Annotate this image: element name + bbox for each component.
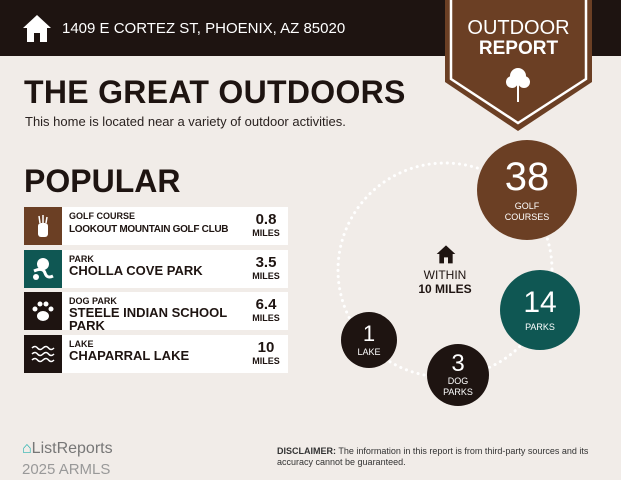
home-icon (23, 15, 51, 42)
parks-label: PARKS (525, 321, 555, 332)
golf-label2: COURSES (504, 212, 550, 222)
logo-text: ListReports (31, 440, 113, 457)
disclaimer-label: DISCLAIMER: (277, 446, 336, 456)
item-category: GOLF COURSE (69, 211, 136, 221)
golf-courses-count-circle: 38 GOLF COURSES (477, 140, 577, 240)
dog-parks-label2: PARKS (443, 387, 473, 397)
within-label: WITHIN 10 MILES (405, 268, 485, 296)
dog-parks-label1: DOG (447, 376, 469, 386)
parks-count: 14 (523, 285, 557, 319)
item-distance: 0.8 (255, 211, 277, 228)
radius-dotted-circle (336, 161, 554, 379)
list-item-golf[interactable]: GOLF COURSE LOOKOUT MOUNTAIN GOLF CLUB 0… (24, 207, 288, 245)
parks-count-circle: 14 PARKS (500, 270, 580, 350)
item-unit: MILES (252, 356, 280, 366)
item-name: STEELE INDIAN SCHOOL PARK (69, 305, 227, 333)
golf-bag-icon (24, 207, 62, 245)
list-item-dog-park[interactable]: DOG PARK STEELE INDIAN SCHOOL PARK 6.4 M… (24, 292, 288, 333)
list-item-lake[interactable]: LAKE CHAPARRAL LAKE 10 MILES (24, 335, 288, 373)
listreports-logo: ⌂ListReports (22, 440, 113, 458)
item-unit: MILES (252, 228, 280, 238)
item-unit: MILES (252, 271, 280, 281)
item-distance: 3.5 (255, 254, 277, 271)
tree-icon (506, 68, 530, 102)
dog-parks-count-circle: 3 DOG PARKS (427, 344, 489, 406)
waves-icon (24, 335, 62, 373)
lake-label: LAKE (357, 346, 381, 357)
home-icon (436, 245, 456, 264)
page-subtitle: This home is located near a variety of o… (25, 114, 346, 129)
popular-heading: POPULAR (24, 163, 181, 199)
park-icon (24, 250, 62, 288)
paw-icon (24, 292, 62, 330)
copyright-watermark: 2025 ARMLS (22, 461, 111, 478)
item-distance: 10 (257, 339, 275, 356)
within-line2: 10 MILES (418, 282, 472, 296)
golf-label1: GOLF (514, 201, 540, 211)
list-item-park[interactable]: PARK CHOLLA COVE PARK 3.5 MILES (24, 250, 288, 288)
item-name: CHAPARRAL LAKE (69, 348, 190, 363)
dog-parks-count: 3 (451, 350, 465, 377)
item-name: LOOKOUT MOUNTAIN GOLF CLUB (69, 224, 229, 235)
golf-count: 38 (504, 155, 550, 199)
disclaimer: DISCLAIMER: The information in this repo… (277, 446, 607, 468)
lake-count: 1 (362, 320, 376, 346)
item-name: CHOLLA COVE PARK (69, 263, 203, 278)
badge-line2: REPORT (478, 38, 559, 59)
badge-line1: OUTDOOR (467, 17, 570, 39)
outdoor-report-badge (445, 0, 592, 131)
page-title: THE GREAT OUTDOORS (24, 74, 406, 110)
item-distance: 6.4 (255, 296, 277, 313)
lake-count-circle: 1 LAKE (341, 312, 397, 368)
item-unit: MILES (252, 313, 280, 323)
disclaimer-text: The information in this report is from t… (277, 446, 589, 467)
within-line1: WITHIN (423, 268, 467, 282)
item-category: LAKE (69, 339, 94, 349)
logo-house-icon: ⌂ (22, 440, 32, 457)
property-address: 1409 E CORTEZ ST, PHOENIX, AZ 85020 (62, 20, 346, 37)
item-category: DOG PARK (69, 296, 117, 306)
item-category: PARK (69, 254, 94, 264)
